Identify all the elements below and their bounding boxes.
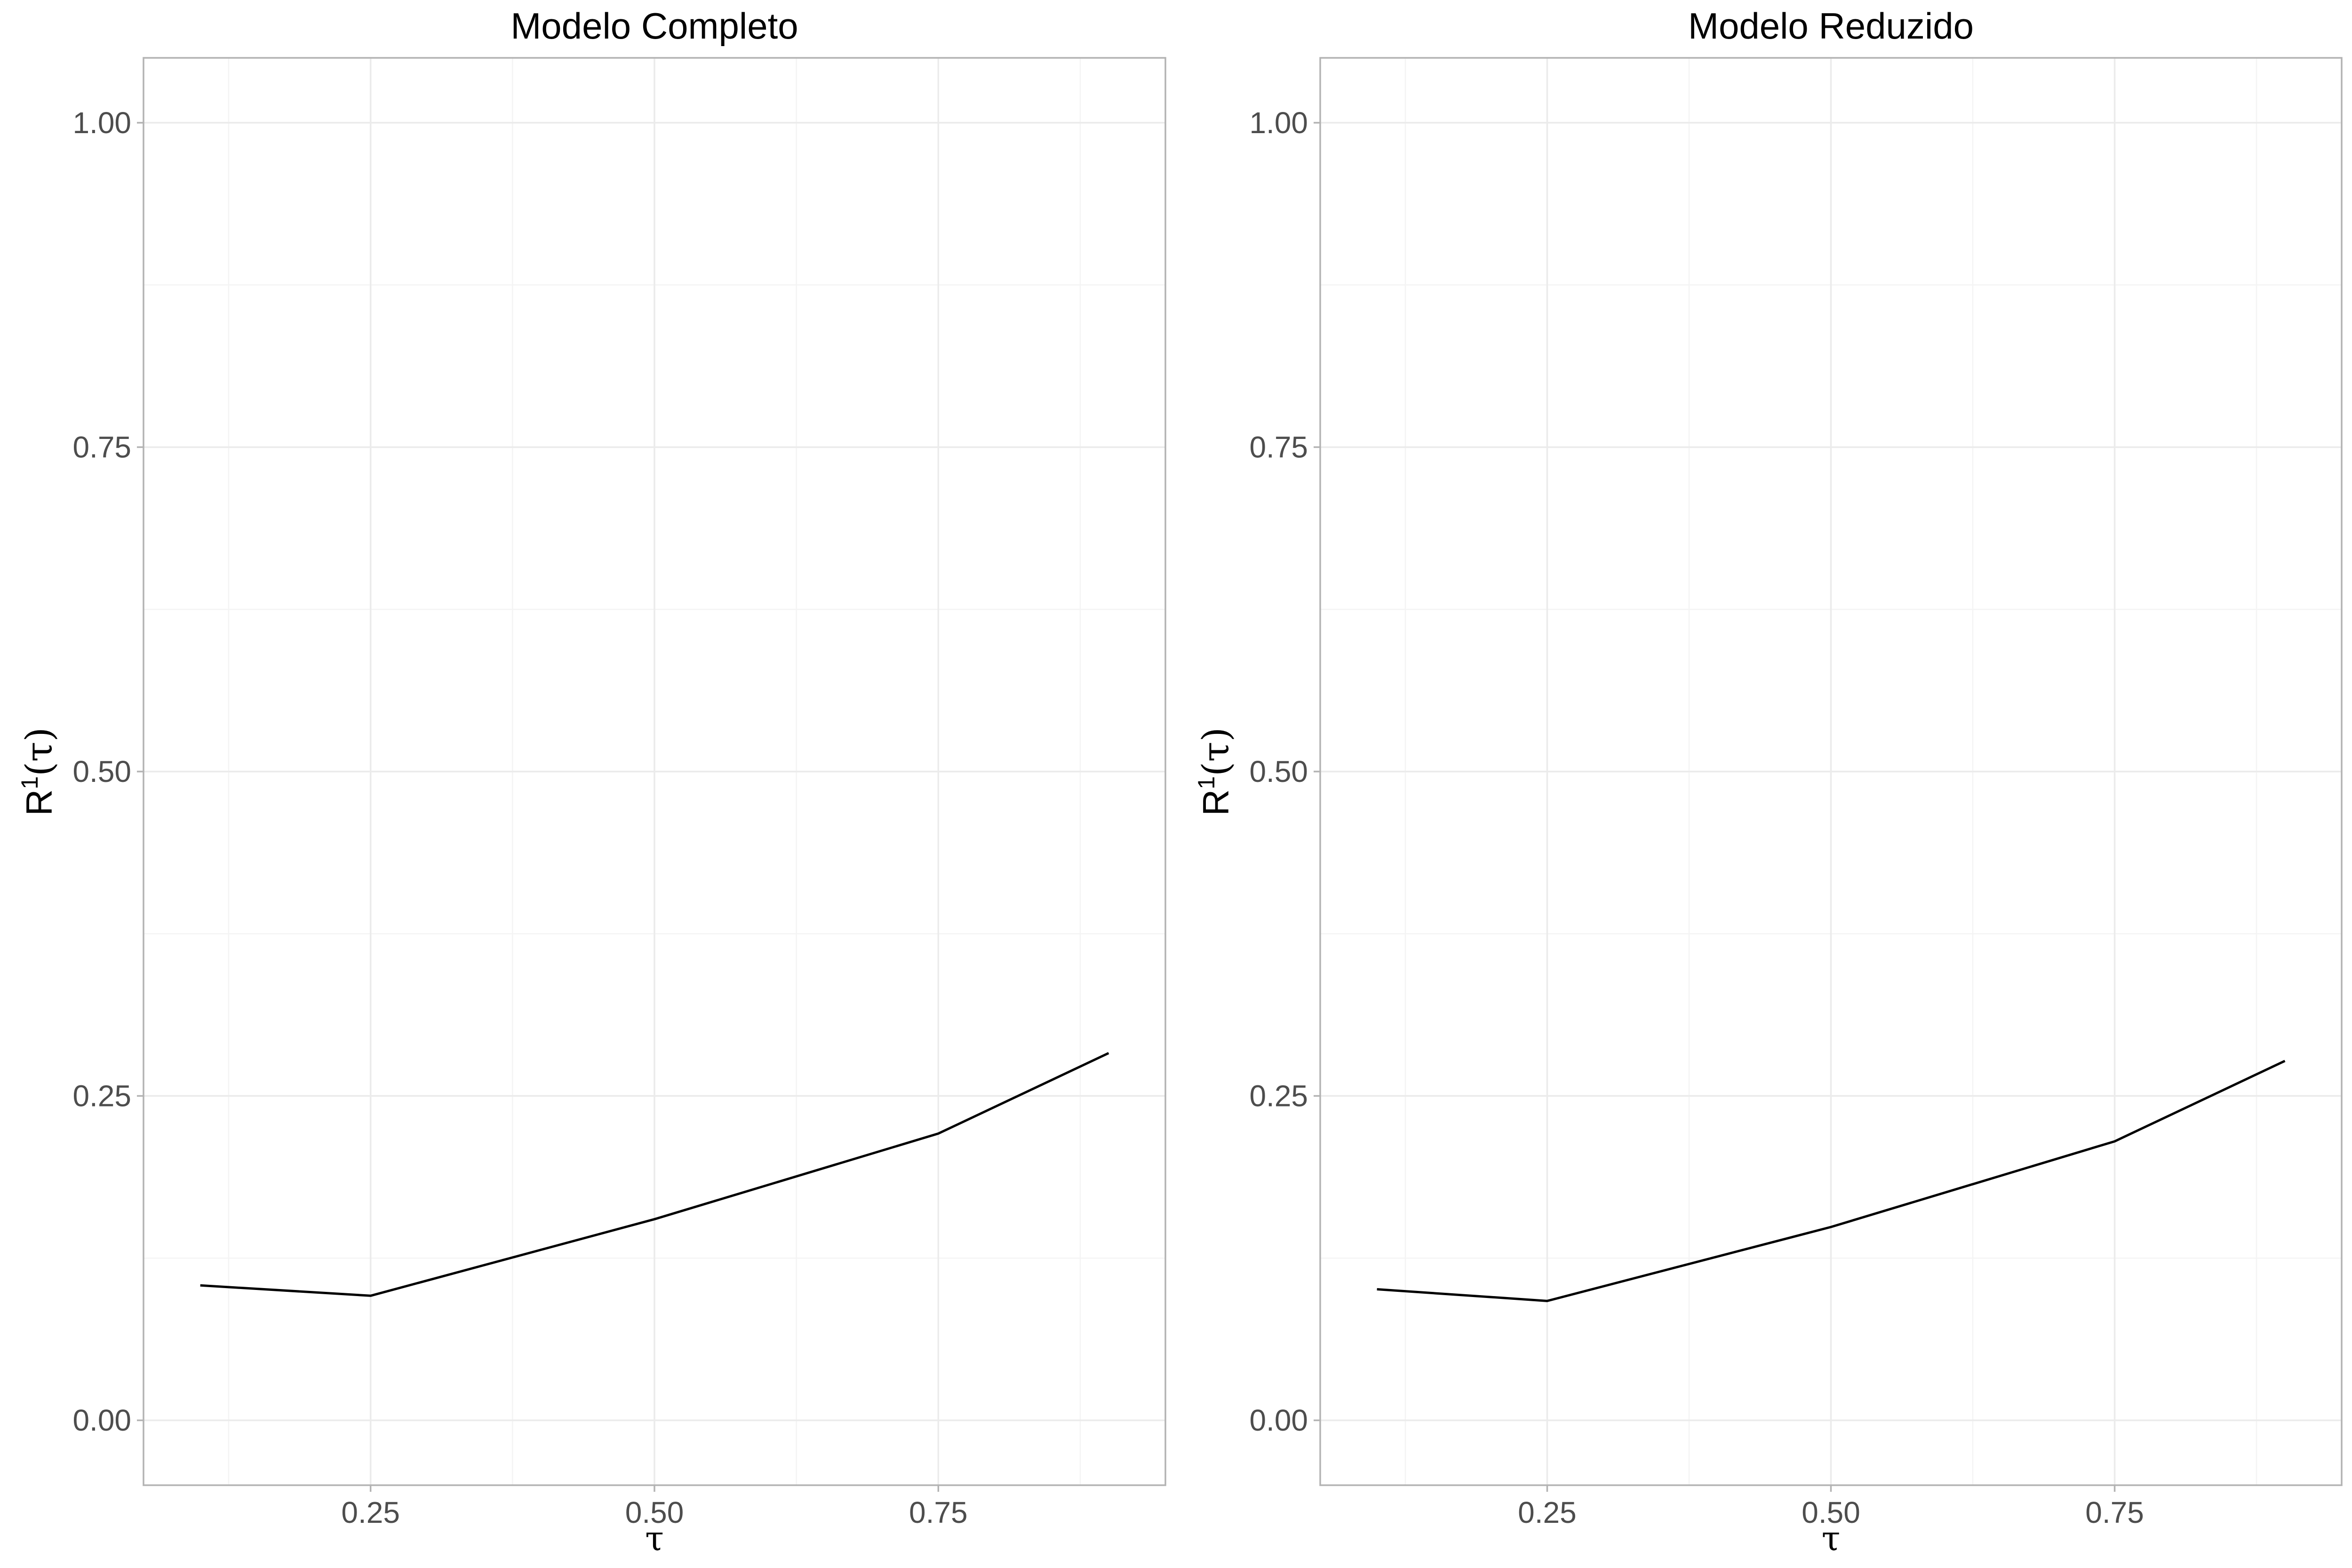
x-tick-label: 0.50: [1802, 1496, 1860, 1529]
panel-title: Modelo Completo: [510, 5, 798, 47]
y-axis-label: R1(τ): [16, 727, 61, 816]
data-line: [1377, 1059, 2286, 1302]
y-tick-label: 0.75: [1249, 430, 1308, 464]
y-tick-label: 0.00: [72, 1403, 131, 1437]
x-axis-label: τ: [645, 1519, 664, 1558]
panel-modelo-completo: 0.25 0.50 0.75 0.00 0.25 0.50 0.75 1.00 Modelo C…: [16, 5, 1166, 1558]
y-tick-label: 0.25: [1249, 1079, 1308, 1113]
y-tick-label: 0.25: [72, 1079, 131, 1113]
y-tick-label: 0.50: [72, 755, 131, 788]
y-axis-label: R1(τ): [1193, 727, 1237, 816]
y-tick-label: 0.50: [1249, 755, 1308, 788]
x-tick-label: 0.25: [341, 1496, 400, 1529]
x-tick-label: 0.75: [909, 1496, 968, 1529]
y-tick-label: 0.00: [1249, 1403, 1308, 1437]
panel-modelo-reduzido: 0.25 0.50 0.75 0.00 0.25 0.50 0.75 1.00 Modelo R…: [1193, 5, 2343, 1558]
panel-title: Modelo Reduzido: [1688, 5, 1974, 47]
data-line: [200, 1052, 1109, 1297]
x-axis-label: τ: [1822, 1519, 1841, 1558]
y-tick-label: 0.75: [72, 430, 131, 464]
x-tick-label: 0.25: [1518, 1496, 1577, 1529]
y-tick-label: 1.00: [72, 106, 131, 140]
x-tick-label: 0.50: [625, 1496, 684, 1529]
y-tick-label: 1.00: [1249, 106, 1308, 140]
x-tick-label: 0.75: [2085, 1496, 2144, 1529]
